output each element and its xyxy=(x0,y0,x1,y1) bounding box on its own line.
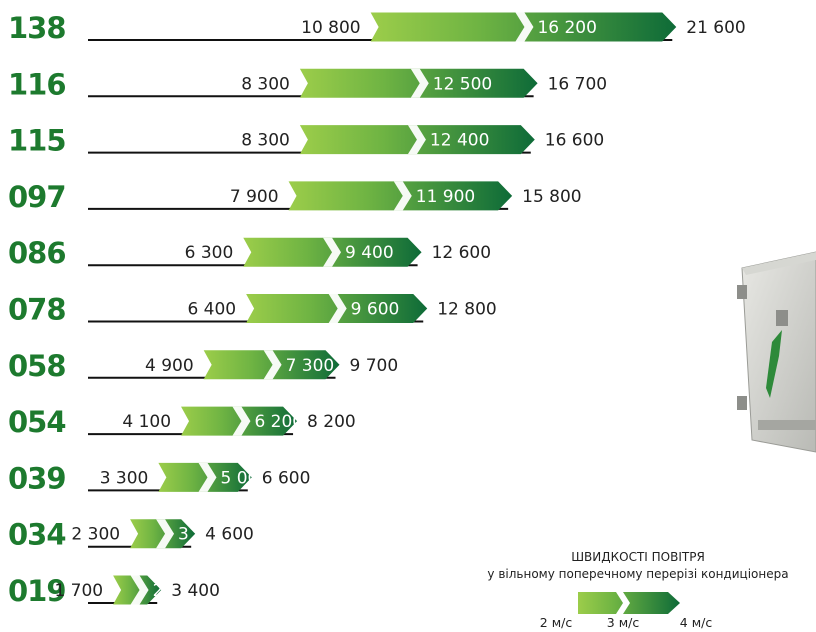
value-2ms: 7 900 xyxy=(230,187,279,207)
value-4ms: 9 700 xyxy=(350,356,399,376)
legend-label: 3 м/с xyxy=(607,615,640,630)
legend-subtitle: у вільному поперечному перерізі кондиціо… xyxy=(487,567,788,581)
model-label: 054 xyxy=(8,405,66,439)
speed-3-marker xyxy=(198,462,217,492)
speed-range-bar xyxy=(370,12,677,42)
chart-row: 097 7 900 11 900 15 800 xyxy=(8,180,582,214)
value-2ms: 3 300 xyxy=(100,468,149,488)
legend-title: ШВИДКОСТІ ПОВІТРЯ xyxy=(571,550,705,564)
value-3ms: 16 200 xyxy=(537,18,596,38)
value-3ms: 5 000 xyxy=(221,468,270,488)
model-label: 058 xyxy=(8,349,66,383)
value-3ms: 9 400 xyxy=(345,243,394,263)
value-4ms: 12 800 xyxy=(437,300,496,320)
value-3ms: 3 500 xyxy=(178,525,227,545)
speed-3-marker xyxy=(410,68,429,98)
speed-3-marker xyxy=(515,12,534,42)
value-2ms: 6 400 xyxy=(187,300,236,320)
value-4ms: 6 600 xyxy=(262,468,311,488)
value-4ms: 12 600 xyxy=(432,243,491,263)
speed-3-marker xyxy=(407,125,426,155)
speed-3-marker xyxy=(323,237,342,267)
value-2ms: 10 800 xyxy=(301,18,360,38)
value-2ms: 1 700 xyxy=(54,581,103,601)
speed-3-marker xyxy=(263,350,282,380)
value-4ms: 21 600 xyxy=(686,18,745,38)
value-2ms: 4 100 xyxy=(122,412,171,432)
value-3ms: 12 400 xyxy=(430,131,489,151)
speed-3-marker xyxy=(232,406,251,436)
speed-range-bar xyxy=(299,68,538,98)
value-3ms: 9 600 xyxy=(351,300,400,320)
chart-rows: 138 10 800 16 200 21 600 116 8 300 12 500 16 70… xyxy=(8,11,746,608)
speed-range-bar xyxy=(158,462,252,492)
speed-range-bar xyxy=(130,519,196,549)
value-2ms: 8 300 xyxy=(241,131,290,151)
chart-row: 078 6 400 9 600 12 800 xyxy=(8,293,497,327)
value-4ms: 16 700 xyxy=(548,74,607,94)
value-4ms: 4 600 xyxy=(205,525,254,545)
speed-3-marker xyxy=(156,519,175,549)
chart-row: 058 4 900 7 300 9 700 xyxy=(8,349,398,383)
speed-range-bar xyxy=(113,575,162,605)
value-2ms: 8 300 xyxy=(241,74,290,94)
speed-3-marker xyxy=(130,575,149,605)
chart-row: 116 8 300 12 500 16 700 xyxy=(8,67,607,101)
chart-row: 138 10 800 16 200 21 600 xyxy=(8,11,746,45)
value-2ms: 2 300 xyxy=(71,525,120,545)
speed-range-bar xyxy=(203,350,340,380)
model-label: 097 xyxy=(8,180,66,214)
chart-row: 054 4 100 6 200 8 200 xyxy=(8,405,356,439)
value-3ms: 7 300 xyxy=(286,356,335,376)
value-3ms: 12 500 xyxy=(433,74,492,94)
value-3ms: 11 900 xyxy=(416,187,475,207)
speed-range-bar xyxy=(181,406,298,436)
value-3ms: 2 600 xyxy=(153,581,202,601)
chart-row: 086 6 300 9 400 12 600 xyxy=(8,236,491,270)
model-label: 039 xyxy=(8,461,66,495)
legend-marker xyxy=(616,592,630,614)
chart-row: 115 8 300 12 400 16 600 xyxy=(8,124,604,158)
speed-3-marker xyxy=(328,294,347,323)
legend-label: 4 м/с xyxy=(680,615,713,630)
model-label: 116 xyxy=(8,67,66,101)
value-4ms: 8 200 xyxy=(307,412,356,432)
value-4ms: 15 800 xyxy=(522,187,581,207)
value-4ms: 3 400 xyxy=(171,581,220,601)
air-handling-unit-image xyxy=(737,251,816,453)
model-label: 078 xyxy=(8,293,66,327)
model-label: 019 xyxy=(8,574,66,608)
model-label: 086 xyxy=(8,236,66,270)
value-2ms: 6 300 xyxy=(185,243,234,263)
legend-label: 2 м/с xyxy=(540,615,573,630)
value-4ms: 16 600 xyxy=(545,131,604,151)
model-label: 034 xyxy=(8,518,66,552)
model-label: 115 xyxy=(8,124,66,158)
speed-range-bar xyxy=(288,181,513,211)
speed-range-bar xyxy=(246,294,428,323)
value-2ms: 4 900 xyxy=(145,356,194,376)
legend: ШВИДКОСТІ ПОВІТРЯ у вільному поперечному … xyxy=(487,550,788,630)
speed-3-marker xyxy=(393,181,412,211)
model-label: 138 xyxy=(8,11,66,45)
value-3ms: 6 200 xyxy=(254,412,303,432)
